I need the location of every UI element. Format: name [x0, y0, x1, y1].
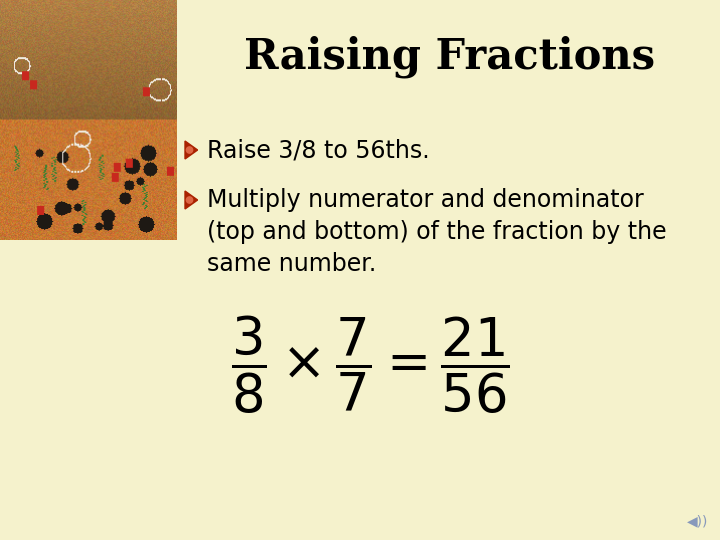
Polygon shape [185, 191, 197, 209]
Text: ◀)): ◀)) [687, 514, 708, 528]
Circle shape [186, 197, 193, 203]
Text: $\dfrac{3}{8} \times \dfrac{7}{7} = \dfrac{21}{56}$: $\dfrac{3}{8} \times \dfrac{7}{7} = \dfr… [230, 314, 510, 416]
Text: Raise 3/8 to 56ths.: Raise 3/8 to 56ths. [207, 138, 430, 162]
Text: Raising Fractions: Raising Fractions [244, 35, 656, 78]
Text: Multiply numerator and denominator: Multiply numerator and denominator [207, 188, 644, 212]
Text: (top and bottom) of the fraction by the: (top and bottom) of the fraction by the [207, 220, 667, 244]
Polygon shape [185, 141, 197, 159]
Circle shape [186, 147, 193, 153]
Text: same number.: same number. [207, 252, 377, 276]
